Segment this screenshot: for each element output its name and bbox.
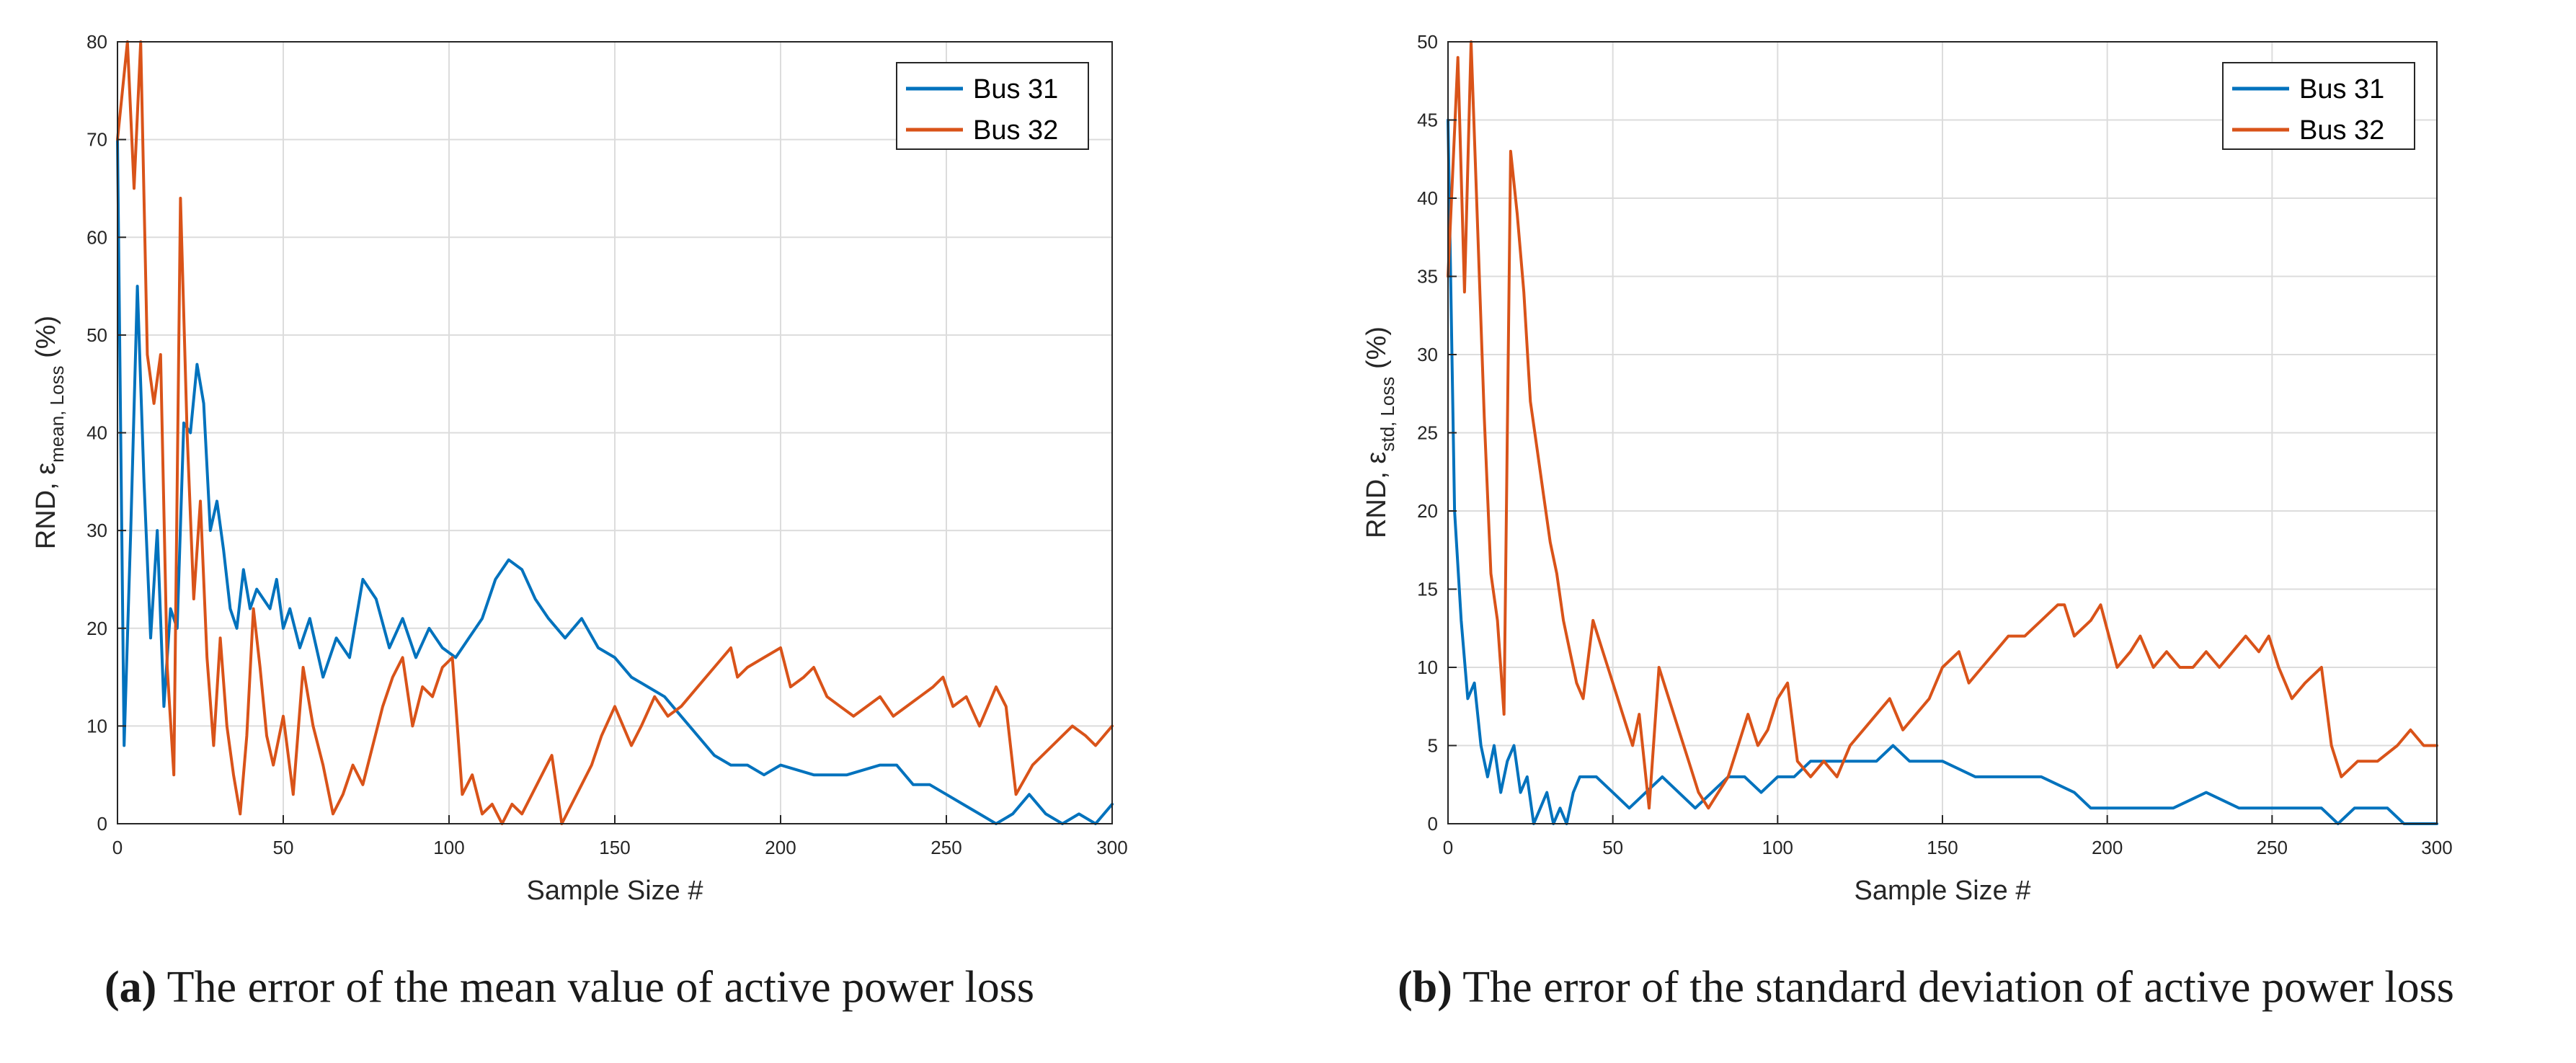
x-tick-label-b-4: 200: [2092, 837, 2123, 858]
legend-label-bus32-b: Bus 32: [2299, 115, 2384, 146]
y-ticks-a: 0 10 20 30 40 50 60 70 80: [86, 31, 126, 835]
x-tick-label-b-1: 50: [1602, 837, 1623, 858]
y-tick-label-a-0: 0: [97, 813, 107, 835]
series-line-bus32-a: [116, 40, 1114, 825]
series-line-bus32-b: [1447, 40, 2438, 810]
legend-label-bus32-a: Bus 32: [973, 115, 1058, 146]
x-tick-label-b-0: 0: [1443, 837, 1453, 858]
y-tick-label-b-9: 45: [1417, 110, 1438, 131]
y-tick-label-a-4: 40: [86, 422, 107, 444]
x-tick-label-b-3: 150: [1927, 837, 1958, 858]
x-tick-label-a-1: 50: [273, 837, 294, 858]
y-tick-label-b-1: 5: [1428, 735, 1438, 757]
y-tick-label-b-4: 20: [1417, 500, 1438, 522]
series-line-bus31-b: [1447, 118, 2438, 825]
legend-box-b: [2222, 62, 2415, 150]
y-tick-label-a-6: 60: [86, 226, 107, 248]
x-tick-label-a-2: 100: [433, 837, 464, 858]
panel-a-mean-error-chart: 0 50 100 150 200 250 300 0 10 20 30 40 50 60 70 80 Sam…: [31, 31, 1128, 1012]
y-ticks-b: 0 5 10 15 20 25 30 35 40 45 50: [1417, 31, 1457, 835]
x-tick-label-b-5: 250: [2257, 837, 2288, 858]
panel-letter-b: (: [1398, 963, 1413, 1012]
panel-letter-a: (: [105, 963, 120, 1012]
x-tick-label-a-6: 300: [1096, 837, 1127, 858]
series-b: [1447, 40, 2438, 825]
y-tick-label-a-2: 20: [86, 618, 107, 639]
y-tick-label-a-7: 70: [86, 129, 107, 151]
legend-label-bus31-a: Bus 31: [973, 74, 1058, 104]
x-tick-label-a-3: 150: [599, 837, 630, 858]
legend-label-bus31-b: Bus 31: [2299, 74, 2384, 104]
x-ticks-b: 0 50 100 150 200 250 300: [1443, 815, 2453, 858]
y-tick-label-b-8: 40: [1417, 187, 1438, 209]
x-axis-label-a: Sample Size #: [526, 876, 703, 906]
y-tick-label-b-0: 0: [1428, 813, 1438, 835]
caption-b: (b) The error of the standard deviation …: [1398, 963, 2454, 1012]
y-axis-label-a: RND, εmean, Loss (%): [31, 316, 68, 549]
x-tick-label-b-2: 100: [1762, 837, 1793, 858]
y-tick-label-a-1: 10: [86, 715, 107, 737]
y-tick-label-b-6: 30: [1417, 344, 1438, 365]
y-tick-label-b-7: 35: [1417, 266, 1438, 288]
series-a: [116, 40, 1114, 825]
y-tick-label-b-10: 50: [1417, 31, 1438, 53]
x-tick-label-a-5: 250: [931, 837, 961, 858]
x-axis-label-b: Sample Size #: [1854, 876, 2030, 906]
y-tick-label-b-5: 25: [1417, 422, 1438, 444]
y-tick-label-b-2: 10: [1417, 657, 1438, 678]
x-tick-label-b-6: 300: [2421, 837, 2452, 858]
y-tick-label-a-8: 80: [86, 31, 107, 53]
x-ticks-a: 0 50 100 150 200 250 300: [112, 815, 1128, 858]
panel-b-std-error-chart: 0 50 100 150 200 250 300 05101520253035404550 …: [1362, 31, 2454, 1012]
legend-a: Bus 31 Bus 32: [896, 62, 1089, 150]
y-axis-label-b: RND, εstd, Loss (%): [1362, 326, 1398, 538]
y-tick-label-a-5: 50: [86, 324, 107, 346]
legend-box-a: [896, 62, 1089, 150]
y-tick-label-b-3: 15: [1417, 579, 1438, 600]
x-tick-label-a-0: 0: [112, 837, 123, 858]
series-line-bus31-a: [116, 138, 1114, 825]
x-tick-label-a-4: 200: [765, 837, 796, 858]
y-tick-label-a-3: 30: [86, 520, 107, 541]
caption-a: (a) The error of the mean value of activ…: [105, 963, 1034, 1012]
legend-b: Bus 31 Bus 32: [2222, 62, 2415, 150]
